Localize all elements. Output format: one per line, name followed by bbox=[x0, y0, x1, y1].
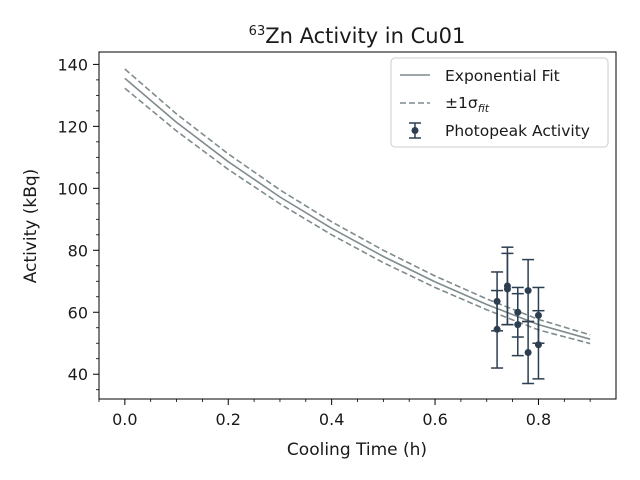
point-marker bbox=[503, 285, 511, 293]
point-marker bbox=[524, 349, 532, 357]
fit-upper-bound bbox=[124, 68, 591, 336]
point-marker bbox=[534, 341, 542, 349]
legend-band-label: ±1σfit bbox=[445, 94, 490, 115]
legend-box bbox=[390, 57, 609, 148]
x-tick-label: 0.4 bbox=[319, 410, 344, 429]
data-point bbox=[511, 292, 524, 357]
legend-points-swatch bbox=[409, 122, 421, 139]
data-point bbox=[491, 289, 504, 369]
point-marker bbox=[493, 325, 501, 333]
legend-points-label: Photopeak Activity bbox=[445, 122, 590, 140]
y-axis-ticks: 40 60 80 100 120 140 bbox=[57, 55, 99, 391]
data-point bbox=[522, 320, 535, 385]
title-superscript: 63 bbox=[249, 24, 266, 39]
title-main: Zn Activity in Cu01 bbox=[265, 24, 465, 48]
y-tick-label: 60 bbox=[68, 303, 88, 322]
data-points-layer bbox=[491, 246, 545, 385]
chart-title: 63Zn Activity in Cu01 bbox=[249, 24, 466, 48]
x-tick-label: 0.0 bbox=[112, 410, 137, 429]
plot-area: 0.0 0.2 0.4 0.6 0.8 40 60 80 100 120 140 bbox=[57, 51, 617, 429]
legend: Exponential Fit ±1σfit Photopeak Activit… bbox=[390, 57, 609, 148]
data-point bbox=[501, 252, 514, 326]
y-tick-label: 80 bbox=[68, 241, 88, 260]
y-axis-label: Activity (kBq) bbox=[21, 169, 41, 284]
y-tick-label: 40 bbox=[68, 365, 88, 384]
x-tick-label: 0.2 bbox=[216, 410, 241, 429]
y-tick-label: 100 bbox=[57, 179, 88, 198]
data-point bbox=[532, 309, 545, 380]
legend-band-label-sub: fit bbox=[478, 102, 490, 115]
legend-fit-label: Exponential Fit bbox=[445, 67, 560, 85]
x-tick-label: 0.6 bbox=[422, 410, 447, 429]
y-tick-label: 120 bbox=[57, 117, 88, 136]
fit-line-layer bbox=[124, 77, 591, 340]
x-axis-ticks: 0.0 0.2 0.4 0.6 0.8 bbox=[98, 399, 591, 429]
x-tick-label: 0.8 bbox=[526, 410, 551, 429]
point-marker bbox=[514, 321, 522, 329]
point-marker bbox=[524, 287, 532, 295]
x-axis-label: Cooling Time (h) bbox=[287, 440, 427, 460]
y-tick-label: 140 bbox=[57, 55, 88, 74]
fit-band-layer bbox=[124, 68, 591, 345]
fit-line bbox=[124, 77, 591, 340]
legend-band-label-main: ±1σ bbox=[445, 94, 478, 112]
fit-lower-bound bbox=[124, 87, 591, 345]
